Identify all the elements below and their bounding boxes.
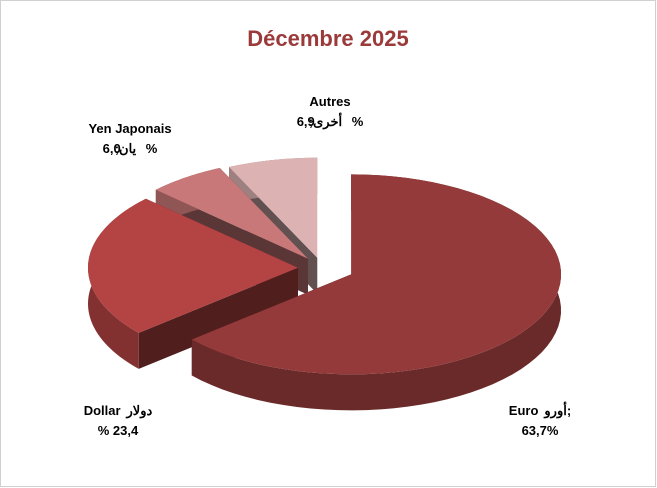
- category-label: Dollar: [84, 403, 121, 418]
- data-label: Dollar دولار: [84, 403, 153, 419]
- category-label: Euro: [509, 403, 539, 418]
- data-label: Yen Japonais: [88, 121, 171, 136]
- category-label-ar: أورو;: [543, 402, 571, 419]
- slice: [191, 174, 561, 375]
- category-label-ar: دولار: [126, 403, 153, 419]
- value-label: % 23,4: [98, 423, 139, 438]
- value-label: 63,7%: [522, 423, 559, 438]
- data-label: أخرى;6,9 %: [297, 113, 364, 130]
- data-label: % 23,4: [98, 423, 139, 438]
- data-label: Autres: [309, 94, 350, 109]
- slice-group: [88, 198, 299, 369]
- slice: [155, 167, 309, 259]
- slice-group: [191, 174, 561, 411]
- slice-side: [138, 267, 299, 369]
- slice: [88, 198, 299, 333]
- category-label-ar: يان;: [115, 141, 137, 156]
- data-label: 63,7%: [522, 423, 559, 438]
- data-label: يان;6,0 %: [103, 141, 158, 156]
- chart-title: Décembre 2025: [247, 26, 408, 51]
- data-label: Euro أورو;: [509, 402, 571, 419]
- slice-side: [191, 174, 561, 411]
- slice: [229, 157, 318, 258]
- category-label: Autres: [309, 94, 350, 109]
- category-label: Yen Japonais: [88, 121, 171, 136]
- category-label-ar: أخرى;: [309, 113, 343, 130]
